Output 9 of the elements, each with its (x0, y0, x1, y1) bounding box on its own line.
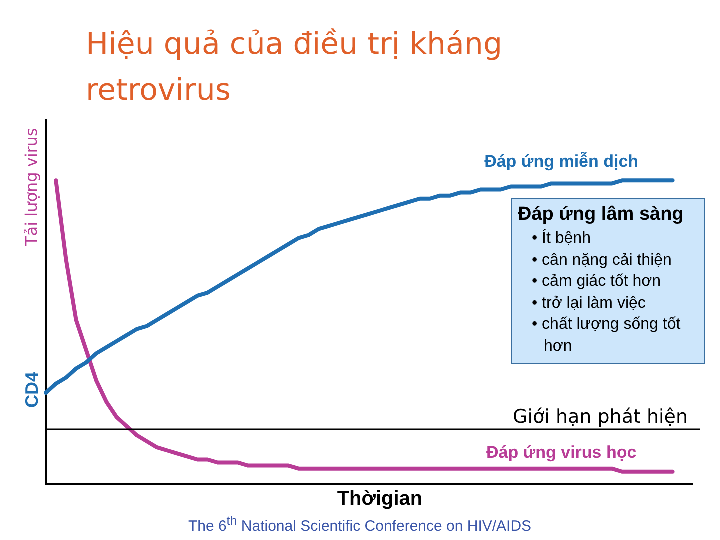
ref-line-label: Giới hạn phát hiện (513, 406, 688, 428)
y2-axis-title: Tải lượng virus (22, 128, 41, 246)
y-axis-title: CD4 (22, 372, 43, 408)
annotation: Đáp ứng lâm sàng • Ít bệnh • cân nặng cải thiện • cảm giác tốt hơn • trở lại làm việc • chất lượng sống tốt hơn (518, 203, 685, 356)
chart-title: Hiệu quả của điều trị kháng retrovirus (86, 26, 504, 110)
text: The 6$^{th}$ National Scientific Conference on HIV/AIDS (187, 514, 533, 535)
series-label: Đáp ứng virus học (486, 443, 637, 462)
series-label: Đáp ứng miễn dịch (484, 152, 639, 171)
x-axis-title: Thờigian (336, 488, 424, 511)
